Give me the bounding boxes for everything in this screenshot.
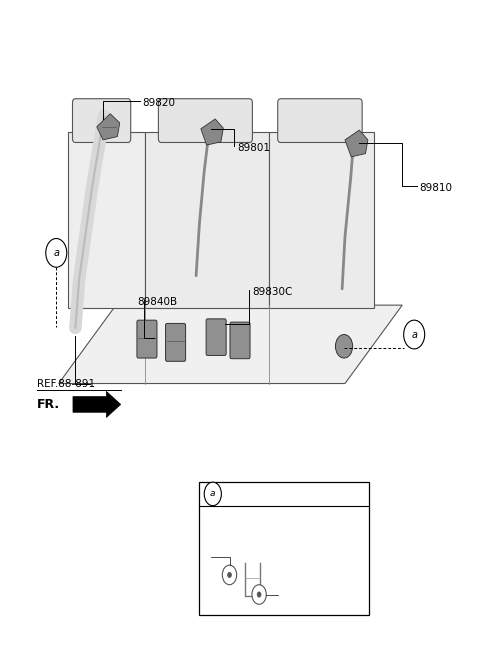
FancyBboxPatch shape (166, 323, 186, 361)
Text: FR.: FR. (37, 398, 60, 411)
FancyBboxPatch shape (137, 320, 157, 358)
Text: 89830C: 89830C (252, 287, 292, 297)
Polygon shape (68, 132, 144, 308)
FancyBboxPatch shape (158, 98, 252, 142)
Polygon shape (59, 305, 402, 384)
Circle shape (222, 565, 237, 584)
Text: a: a (411, 329, 417, 340)
Polygon shape (144, 132, 269, 308)
Polygon shape (269, 132, 373, 308)
Polygon shape (345, 130, 368, 157)
FancyBboxPatch shape (230, 322, 250, 359)
Text: 89840B: 89840B (137, 297, 178, 307)
FancyBboxPatch shape (278, 98, 362, 142)
Circle shape (336, 335, 353, 358)
Circle shape (46, 239, 67, 267)
Circle shape (204, 482, 221, 506)
FancyBboxPatch shape (206, 319, 226, 356)
FancyBboxPatch shape (199, 482, 369, 615)
Text: 89820: 89820 (142, 98, 175, 108)
Polygon shape (201, 119, 223, 145)
Text: REF.88-891: REF.88-891 (37, 379, 96, 388)
Polygon shape (73, 392, 120, 417)
Circle shape (252, 584, 266, 604)
Text: 88877: 88877 (278, 579, 307, 588)
Circle shape (404, 320, 425, 349)
FancyBboxPatch shape (72, 98, 131, 142)
Circle shape (257, 592, 261, 597)
Text: 89810: 89810 (419, 182, 452, 193)
Text: 88878: 88878 (211, 552, 240, 561)
Text: a: a (210, 489, 216, 499)
Text: a: a (53, 248, 59, 258)
Circle shape (228, 572, 231, 577)
Text: 89801: 89801 (238, 144, 271, 154)
Polygon shape (97, 113, 120, 140)
